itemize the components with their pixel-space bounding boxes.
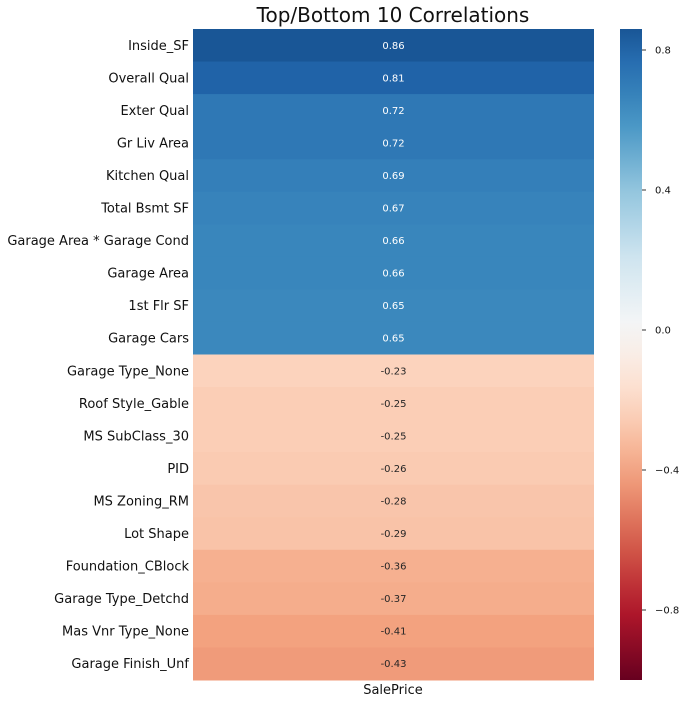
cell-value-label: 0.69: [382, 171, 404, 182]
heatmap-cell: [193, 387, 594, 421]
cell-value-label: 0.72: [382, 106, 404, 117]
colorbar-tick-label: −0.8: [655, 606, 679, 617]
cell-value-label: 0.66: [382, 269, 404, 280]
colorbar: [620, 29, 642, 680]
row-label: Kitchen Qual: [106, 169, 189, 184]
cell-value-label: -0.37: [381, 594, 407, 605]
row-label: Garage Cars: [108, 332, 189, 347]
heatmap-cell: [193, 484, 594, 518]
cell-value-label: -0.36: [381, 562, 407, 573]
heatmap-cell: [193, 256, 594, 290]
heatmap-cell: [193, 289, 594, 323]
row-label: Garage Finish_Unf: [71, 657, 189, 672]
colorbar-tick-label: −0.4: [655, 466, 679, 477]
row-label: Garage Area: [107, 267, 189, 282]
heatmap-cell: [193, 452, 594, 486]
row-label: Exter Qual: [120, 104, 189, 119]
row-label: MS SubClass_30: [83, 429, 189, 444]
heatmap-cell: [193, 549, 594, 583]
cell-value-label: -0.23: [381, 366, 407, 377]
cell-value-label: 0.81: [382, 73, 404, 84]
heatmap-cell: [193, 126, 594, 160]
colorbar-tick-label: 0.4: [655, 186, 671, 197]
heatmap-cell: [193, 647, 594, 681]
row-label: Garage Area * Garage Cond: [7, 234, 189, 249]
cell-value-label: -0.41: [381, 627, 407, 638]
heatmap-cell: [193, 61, 594, 95]
cell-value-label: -0.25: [381, 431, 407, 442]
cell-value-label: 0.65: [382, 334, 404, 345]
heatmap-cell: [193, 159, 594, 193]
row-label: Overall Qual: [108, 71, 189, 86]
colorbar-tick-label: 0.8: [655, 46, 671, 57]
cell-value-label: -0.26: [381, 464, 407, 475]
heatmap-cell: [193, 321, 594, 355]
heatmap-cell: [193, 94, 594, 128]
heatmap-cells: 0.86 0.81 0.72 0.72 0.69 0.67 0.66 0.66 0.65 0.65…: [193, 29, 594, 681]
heatmap-cell: [193, 191, 594, 225]
row-labels: Inside_SF Overall Qual Exter Qual Gr Liv Ar…: [7, 39, 189, 672]
heatmap-cell: [193, 354, 594, 388]
row-label: 1st Flr SF: [128, 299, 189, 314]
heatmap-cell: [193, 419, 594, 453]
row-label: PID: [167, 462, 189, 477]
cell-value-label: -0.43: [381, 659, 407, 670]
cell-value-label: 0.72: [382, 138, 404, 149]
cell-value-label: 0.86: [382, 41, 404, 52]
heatmap-cell: [193, 614, 594, 648]
row-label: Garage Type_Detchd: [54, 592, 189, 607]
colorbar-tick-label: 0.0: [655, 326, 671, 337]
row-label: Lot Shape: [124, 527, 189, 542]
cell-value-label: -0.28: [381, 496, 407, 507]
cell-value-label: -0.29: [381, 529, 407, 540]
row-label: Garage Type_None: [67, 364, 189, 379]
row-label: Roof Style_Gable: [79, 397, 189, 412]
row-label: Inside_SF: [128, 39, 189, 54]
heatmap-cell: [193, 224, 594, 258]
heatmap-cell: [193, 582, 594, 616]
cell-value-label: -0.25: [381, 399, 407, 410]
cell-value-label: 0.66: [382, 236, 404, 247]
row-label: MS Zoning_RM: [93, 494, 189, 509]
colorbar-ticks: 0.8 0.4 0.0 −0.4 −0.8: [642, 46, 679, 617]
row-label: Foundation_CBlock: [66, 560, 190, 575]
cell-value-label: 0.65: [382, 301, 404, 312]
heatmap-cell: [193, 517, 594, 551]
cell-value-label: 0.67: [382, 204, 404, 215]
row-label: Mas Vnr Type_None: [62, 625, 189, 640]
row-label: Gr Liv Area: [117, 136, 189, 151]
row-label: Total Bsmt SF: [100, 202, 189, 217]
x-axis-label: SalePrice: [363, 683, 423, 698]
heatmap-cell: [193, 29, 594, 63]
chart-title: Top/Bottom 10 Correlations: [256, 3, 530, 27]
